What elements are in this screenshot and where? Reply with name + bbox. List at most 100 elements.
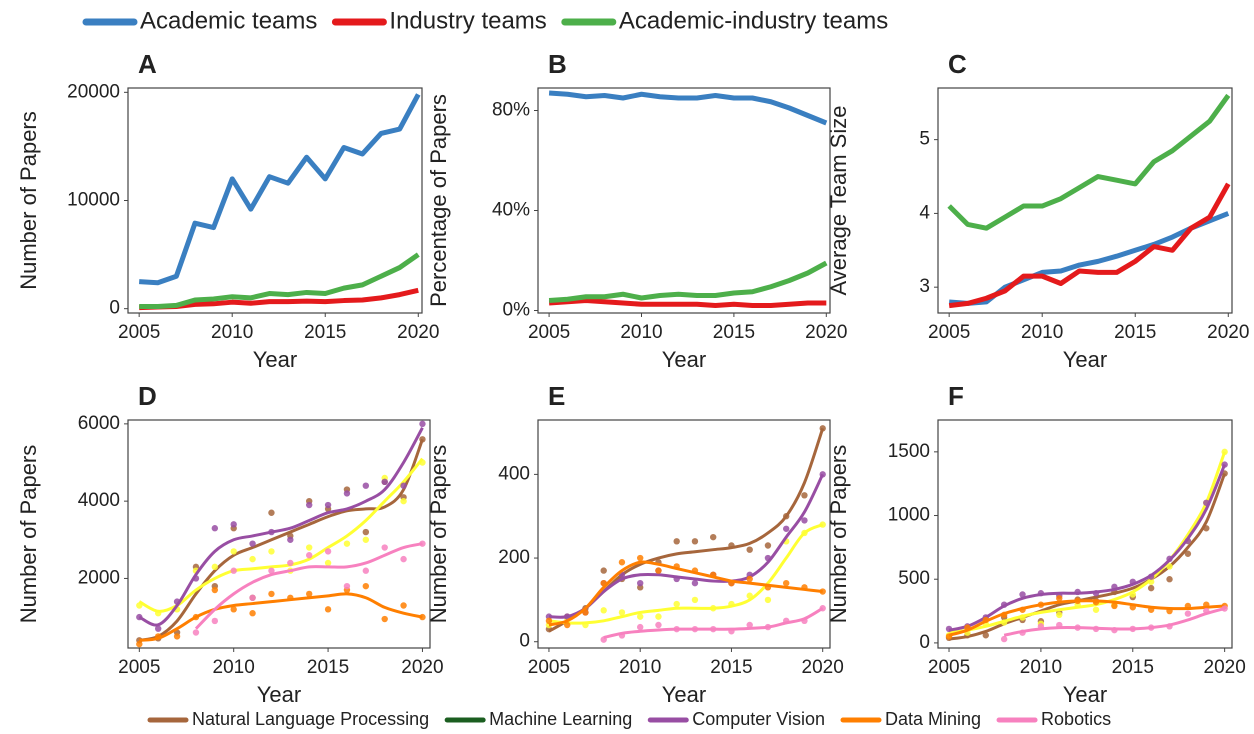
data-point bbox=[655, 621, 662, 629]
axes-frame bbox=[537, 419, 831, 649]
panel-label: D bbox=[138, 381, 157, 411]
x-tick-label: 2020 bbox=[1204, 657, 1246, 678]
data-point bbox=[801, 492, 808, 499]
x-tick-label: 2015 bbox=[1112, 657, 1154, 678]
y-axis-label: Percentage of Papers bbox=[426, 94, 451, 307]
data-point bbox=[1166, 576, 1173, 583]
fit-curve bbox=[548, 560, 823, 627]
data-point bbox=[1056, 611, 1063, 619]
data-point bbox=[249, 540, 256, 547]
data-point bbox=[637, 554, 644, 562]
x-tick-label: 2015 bbox=[304, 322, 346, 343]
x-tick-label: 2005 bbox=[118, 322, 160, 343]
legend-label: Industry teams bbox=[389, 7, 546, 34]
data-point bbox=[211, 563, 219, 571]
series-line bbox=[139, 287, 419, 311]
data-point bbox=[324, 501, 332, 509]
legend-label: Robotics bbox=[1041, 709, 1111, 729]
data-point bbox=[746, 621, 753, 629]
data-point bbox=[637, 579, 644, 587]
data-point bbox=[618, 559, 626, 566]
data-point bbox=[381, 615, 388, 623]
y-tick-label: 5 bbox=[919, 129, 930, 150]
fit-curve bbox=[948, 599, 1225, 637]
data-point bbox=[211, 586, 219, 594]
panel: B Year Percentage of Papers 2005 2010 2015 202… bbox=[426, 49, 848, 372]
data-point bbox=[1019, 591, 1026, 598]
y-tick-label: 200 bbox=[498, 547, 530, 568]
data-point bbox=[230, 548, 237, 555]
data-point bbox=[783, 525, 790, 532]
series-line bbox=[548, 90, 828, 126]
axes-frame bbox=[937, 87, 1233, 314]
data-point bbox=[211, 525, 219, 532]
x-tick-label: 2020 bbox=[397, 322, 439, 343]
data-point bbox=[400, 497, 407, 505]
data-point bbox=[746, 546, 753, 553]
data-point bbox=[249, 594, 256, 601]
y-tick-label: 0 bbox=[919, 632, 930, 653]
y-axis-label: Number of Papers bbox=[426, 445, 451, 624]
fit-curve bbox=[139, 438, 424, 642]
fit-curve bbox=[948, 464, 1227, 632]
data-point bbox=[637, 613, 644, 620]
data-point bbox=[324, 606, 332, 613]
panel: E Year Number of Papers 2005 2010 2015 2020 0 20… bbox=[426, 381, 844, 707]
x-tick-label: 2020 bbox=[1207, 322, 1249, 343]
panel: D Year Number of Papers 2005 2010 2015 2020 200… bbox=[16, 381, 444, 707]
legend-label: Academic-industry teams bbox=[619, 7, 888, 34]
x-tick-label: 2015 bbox=[307, 657, 349, 678]
data-point bbox=[746, 575, 753, 583]
x-tick-label: 2015 bbox=[710, 657, 752, 678]
data-point bbox=[600, 607, 607, 614]
data-point bbox=[1184, 610, 1192, 617]
data-point bbox=[1056, 595, 1063, 602]
y-tick-label: 0 bbox=[109, 298, 120, 319]
y-tick-label: 3 bbox=[919, 276, 930, 297]
data-point bbox=[230, 521, 237, 528]
data-point bbox=[306, 552, 313, 559]
data-point bbox=[764, 596, 772, 604]
y-tick-label: 0 bbox=[519, 631, 530, 652]
x-axis-label: Year bbox=[662, 347, 706, 372]
data-point bbox=[655, 613, 662, 620]
x-tick-label: 2020 bbox=[401, 657, 443, 678]
data-point bbox=[381, 544, 388, 551]
y-axis-label: Number of Papers bbox=[16, 445, 41, 624]
fit-curve bbox=[138, 427, 424, 627]
x-tick-label: 2005 bbox=[928, 657, 970, 678]
data-point bbox=[306, 544, 313, 551]
data-point bbox=[673, 600, 680, 608]
data-point bbox=[249, 610, 256, 617]
legend: Natural Language Processing Machine Learn… bbox=[147, 709, 1111, 729]
data-point bbox=[268, 548, 275, 555]
data-point bbox=[192, 629, 200, 636]
axes-frame bbox=[937, 419, 1233, 649]
data-point bbox=[362, 482, 370, 489]
x-tick-label: 2010 bbox=[619, 657, 661, 678]
data-point bbox=[982, 632, 989, 639]
data-point bbox=[691, 579, 699, 587]
panel-label: B bbox=[548, 49, 567, 79]
fit-curve bbox=[948, 472, 1227, 641]
legend-label: Machine Learning bbox=[489, 709, 632, 729]
data-point bbox=[173, 633, 181, 640]
series-line bbox=[548, 260, 828, 303]
legend-label: Natural Language Processing bbox=[192, 709, 429, 729]
y-tick-label: 40% bbox=[492, 200, 530, 221]
x-axis-label: Year bbox=[1063, 682, 1107, 707]
series-line bbox=[548, 298, 827, 308]
x-tick-label: 2020 bbox=[802, 657, 844, 678]
data-point bbox=[287, 536, 294, 543]
x-tick-label: 2005 bbox=[928, 322, 970, 343]
fit-curve bbox=[548, 473, 825, 619]
data-point bbox=[1000, 635, 1008, 643]
fit-curve bbox=[194, 542, 423, 630]
data-point bbox=[362, 582, 370, 590]
x-axis-label: Year bbox=[1063, 347, 1107, 372]
fit-curve bbox=[1003, 607, 1226, 637]
panel: A Year Number of Papers 2005 2010 2015 2020 0 10… bbox=[16, 49, 440, 372]
data-point bbox=[211, 617, 219, 625]
y-tick-label: 20000 bbox=[67, 81, 120, 102]
